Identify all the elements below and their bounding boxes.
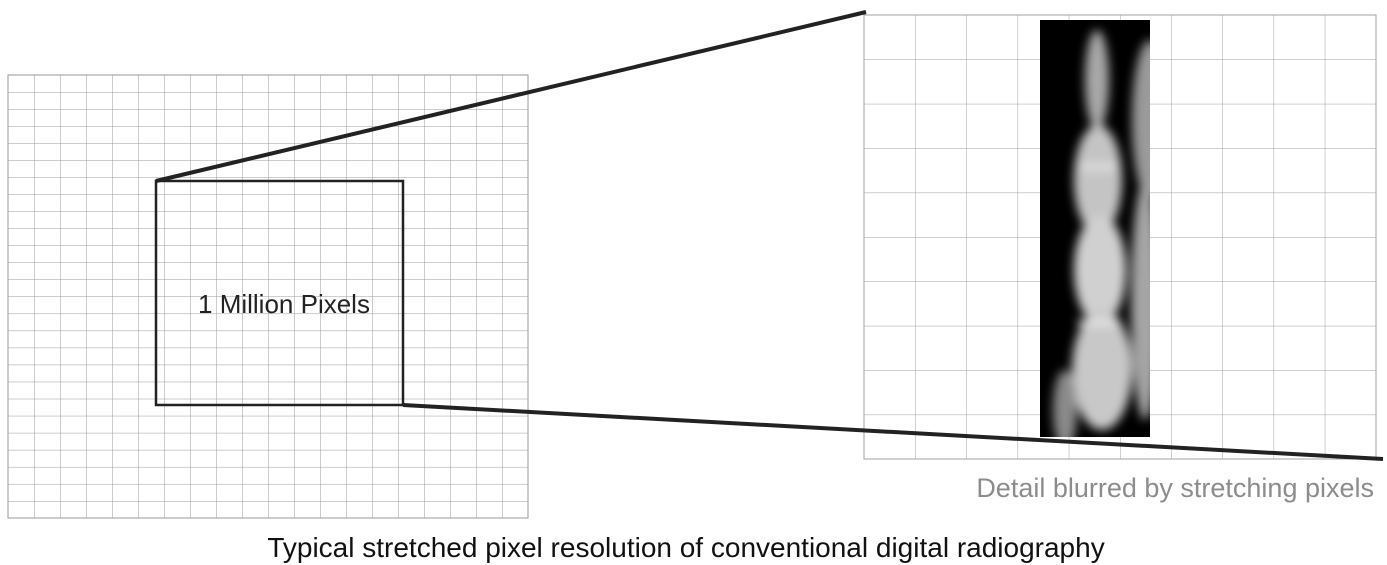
zoom-line [402, 403, 1384, 461]
pixel-grid [7, 74, 529, 519]
zoom-line [155, 10, 867, 183]
xray-image [1040, 20, 1150, 437]
selection-box [154, 179, 405, 407]
box-label: 1 Million Pixels [198, 289, 370, 319]
caption: Typical stretched pixel resolution of co… [267, 532, 1104, 563]
detail-caption: Detail blurred by stretching pixels [976, 473, 1374, 503]
